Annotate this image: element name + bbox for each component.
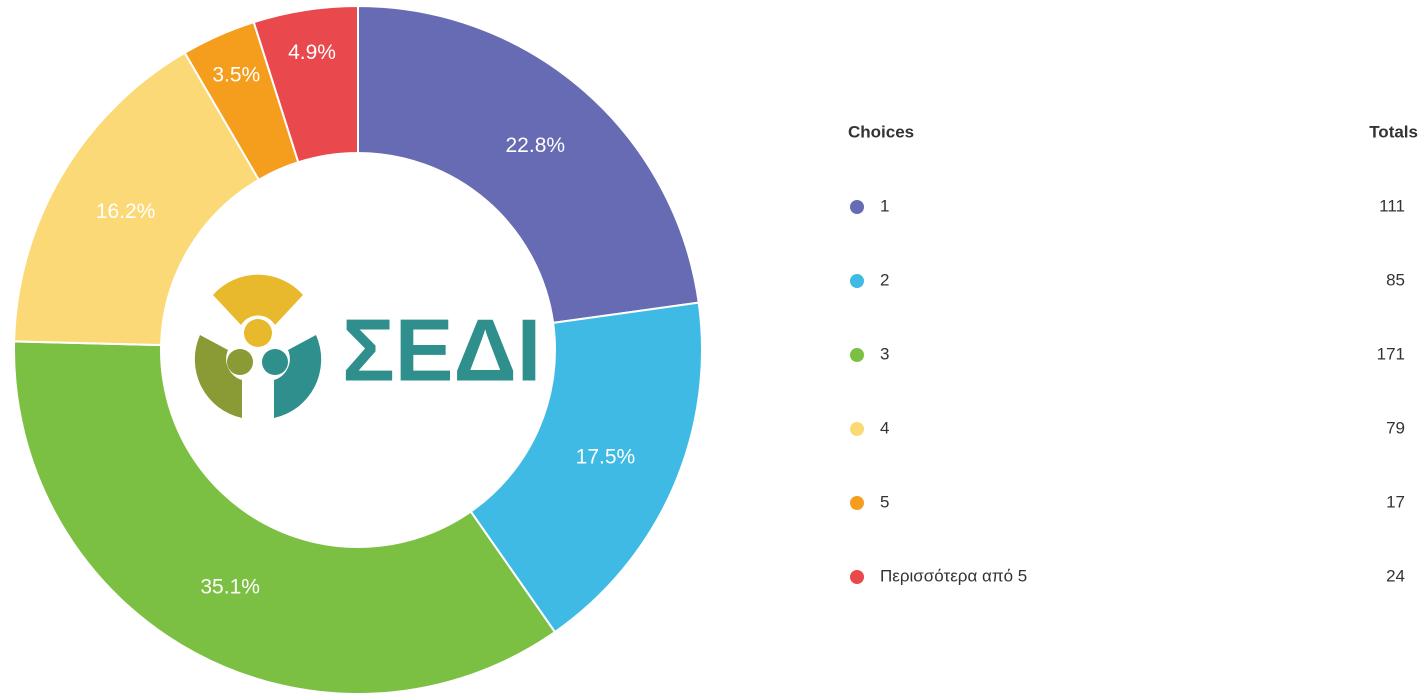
logo-fan [213,274,303,325]
legend-label: 3 [880,344,889,363]
logo: ΣΕΔΙ [194,274,541,418]
legend-dot [850,200,864,214]
legend-label: 2 [880,270,889,289]
totals-header: Totals [1369,122,1418,141]
slice-label: 22.8% [506,134,566,157]
legend-dot [850,274,864,288]
slice-label: 3.5% [212,63,260,86]
legend-dot [850,422,864,436]
slice [469,301,703,634]
legend-label: 1 [880,196,889,215]
logo-right [274,335,322,418]
slice-label: 16.2% [96,200,156,223]
legend-header: Choices [848,122,914,141]
slice [13,51,261,347]
slice [357,4,700,324]
logo-dot [227,349,253,375]
total-value: 17 [1386,492,1405,511]
total-value: 79 [1386,418,1405,437]
total-value: 24 [1386,566,1405,585]
total-value: 85 [1386,270,1405,289]
slice [252,4,359,164]
logo-left [194,335,242,418]
slice [13,340,557,695]
logo-dot [244,319,272,347]
legend-dot [850,348,864,362]
legend-label: 4 [880,418,889,437]
total-value: 111 [1379,196,1405,215]
legend-dot [850,496,864,510]
slice-label: 17.5% [576,446,636,469]
slice-label: 4.9% [288,41,336,64]
legend-dot [850,570,864,584]
legend-label: 5 [880,492,889,511]
logo-dot [262,349,288,375]
slice-label: 35.1% [200,575,260,598]
total-value: 171 [1377,344,1405,363]
legend-label: Περισσότερα από 5 [880,566,1027,585]
logo-text: ΣΕΔΙ [342,300,541,399]
